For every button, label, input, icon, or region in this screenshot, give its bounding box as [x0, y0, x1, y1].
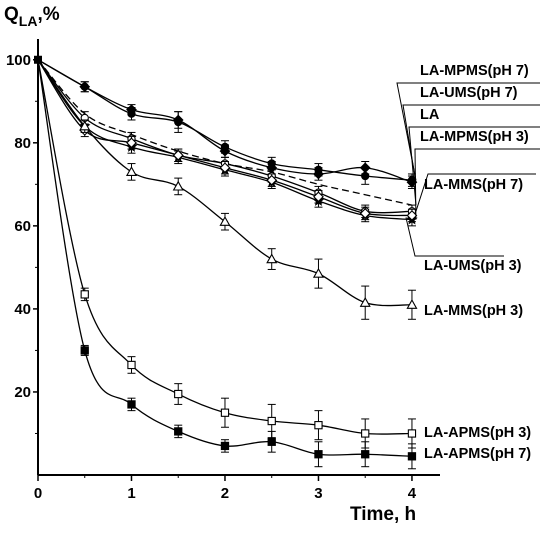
data-point: [406, 210, 418, 221]
y-axis-title: QLA,%: [4, 4, 60, 29]
data-point: [127, 400, 136, 409]
data-point: [314, 421, 323, 430]
curve-label-text: LA-APMS(pH 3): [424, 425, 531, 441]
data-point: [220, 441, 230, 451]
curve-label-text: LA-MPMS(pH 3): [420, 129, 529, 145]
y-tick-label: 60: [14, 218, 31, 235]
data-point: [361, 429, 370, 438]
axes: [37, 39, 440, 476]
data-point: [219, 162, 231, 174]
series-la-apms-ph-7-: [34, 55, 417, 470]
x-tick-label: 3: [314, 485, 322, 502]
y-axis-title-main: Q: [4, 4, 19, 25]
data-point: [80, 290, 89, 299]
data-point: [312, 267, 325, 278]
curve-label-text: LA: [420, 107, 440, 123]
x-tick-label: 1: [127, 485, 135, 502]
data-point: [407, 429, 417, 438]
curve-label: LA-MMS(pH 7): [415, 173, 536, 212]
curve-label-text: LA-MPMS(pH 7): [420, 63, 529, 79]
leader-line: [408, 126, 540, 206]
curve-label: LA-UMS(pH 3): [405, 217, 522, 274]
data-point: [407, 452, 417, 461]
data-point: [406, 299, 418, 309]
data-point: [267, 437, 276, 446]
data-point: [361, 450, 370, 459]
data-point: [125, 166, 138, 177]
data-point: [219, 145, 231, 157]
data-point: [174, 427, 183, 436]
curve-label: LA-MPMS(pH 7): [396, 63, 540, 181]
leader-line: [405, 217, 504, 257]
series-line: [37, 59, 412, 307]
curve-label: LA-MPMS(pH 3): [414, 129, 540, 220]
curve-label-text: LA-MMS(pH 3): [424, 303, 523, 319]
data-point: [314, 450, 323, 459]
series-line: [37, 59, 413, 221]
tick-group: 0 1 2 3 4 20 40 60 80 100: [6, 52, 417, 502]
y-tick-label: 80: [14, 135, 31, 152]
data-point: [172, 180, 184, 191]
data-point: [219, 215, 231, 226]
data-point: [313, 168, 324, 180]
data-point: [126, 104, 137, 115]
data-point: [79, 81, 91, 93]
data-point: [172, 114, 184, 126]
x-tick-label: 0: [34, 485, 42, 502]
data-point: [127, 360, 136, 370]
curve-label: LA-APMS(pH 7): [424, 446, 531, 462]
series-la-apms-ph-3-: [37, 59, 417, 449]
data-point: [174, 389, 183, 399]
data-point: [359, 162, 371, 174]
data-point: [34, 55, 42, 64]
data-point: [313, 191, 324, 203]
leader-line: [415, 173, 536, 212]
y-tick-label: 40: [14, 301, 31, 318]
label-layer: LA-MPMS(pH 7) LA-UMS(pH 7) LA LA-MPMS(pH 3)…: [396, 63, 540, 462]
data-point: [172, 149, 184, 161]
curve-label: LA-MMS(pH 3): [424, 303, 523, 319]
series-la-mpms-ph-3-: [37, 59, 418, 227]
curve-label-text: LA-UMS(pH 7): [420, 85, 518, 101]
data-point: [79, 120, 91, 131]
x-tick-label: 2: [221, 485, 229, 502]
y-tick-label: 20: [14, 384, 31, 401]
series-line: [37, 59, 413, 206]
series-layer: [34, 55, 418, 470]
curve-label-text: LA-MMS(pH 7): [424, 177, 523, 193]
series-line: [37, 59, 412, 435]
data-point: [359, 208, 371, 219]
leader-line: [414, 148, 540, 220]
data-point: [126, 137, 137, 149]
data-point: [359, 296, 371, 307]
x-tick-label: 4: [408, 485, 417, 502]
data-point: [220, 408, 230, 417]
curve-label: LA-APMS(pH 3): [424, 425, 531, 441]
series-la-mms-ph-3-: [37, 59, 418, 320]
series-la: [37, 59, 413, 206]
leader-line: [396, 82, 540, 181]
curve-label-text: LA-APMS(pH 7): [424, 446, 531, 462]
data-point: [266, 253, 278, 264]
data-point: [80, 346, 89, 355]
x-axis-title: Time, h: [350, 504, 416, 525]
y-tick-label: 100: [6, 52, 31, 69]
y-axis-title-sub: LA: [19, 13, 38, 29]
curve-label: LA: [408, 107, 540, 206]
data-point: [266, 174, 278, 186]
data-point: [267, 416, 276, 426]
series-line: [37, 59, 412, 457]
curve-label-text: LA-UMS(pH 3): [424, 258, 522, 274]
y-axis-title-unit: ,%: [37, 4, 59, 25]
series-la-ums-ph-3-: [37, 59, 418, 223]
